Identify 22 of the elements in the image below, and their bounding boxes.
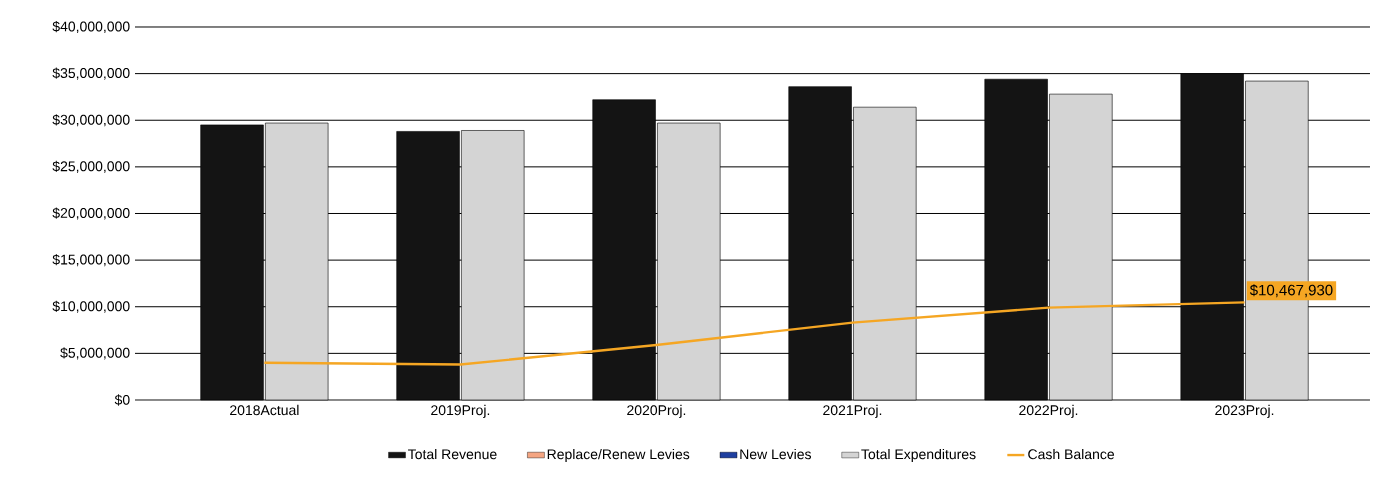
y-tick-label: $30,000,000 <box>52 114 130 127</box>
x-tick-label: 2020Proj. <box>627 404 686 418</box>
legend-label: Total Revenue <box>408 448 497 460</box>
y-tick-label: $25,000,000 <box>52 160 130 173</box>
legend-label: Cash Balance <box>1028 448 1115 460</box>
line-series <box>263 301 1246 366</box>
y-tick-label: $40,000,000 <box>52 20 130 34</box>
data-label: $10,467,930 <box>1249 284 1333 298</box>
x-tick-label: 2022Proj. <box>1019 404 1078 418</box>
legend-label: Replace/Renew Levies <box>547 448 690 462</box>
y-tick-label: $5,000,000 <box>60 347 130 360</box>
legend-label: New Levies <box>740 448 812 460</box>
y-tick-label: $0 <box>114 394 130 406</box>
x-tick-label: 2019Proj. <box>431 404 490 418</box>
y-tick-label: $20,000,000 <box>52 207 130 220</box>
y-tick-label: $10,000,000 <box>52 300 130 313</box>
legend-label: Total Expenditures <box>861 448 976 462</box>
x-tick-label: 2023Proj. <box>1215 404 1274 418</box>
y-tick-label: $35,000,000 <box>52 67 130 80</box>
y-tick-label: $15,000,000 <box>52 254 130 267</box>
x-tick-label: 2021Proj. <box>823 404 882 418</box>
x-tick-label: 2018Actual <box>230 404 299 416</box>
